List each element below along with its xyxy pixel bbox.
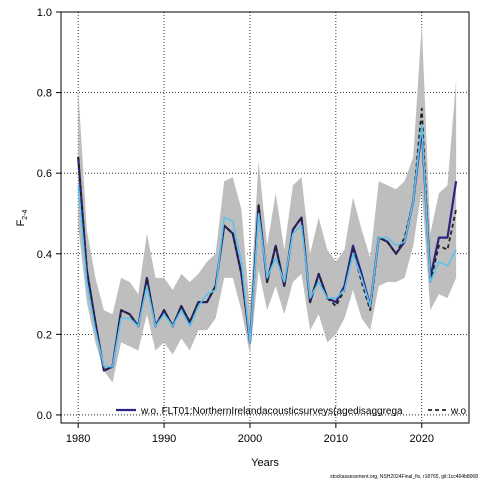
x-tick-label: 2020	[410, 433, 434, 445]
y-tick-label: 0.0	[37, 410, 52, 422]
confidence-band-layer	[78, 24, 457, 383]
legend-label-1: w.o	[450, 406, 466, 417]
y-tick-label: 0.2	[37, 329, 52, 341]
x-tick-label: 1980	[66, 433, 90, 445]
y-axis-label-main: F	[15, 219, 27, 226]
series-line-2	[77, 124, 457, 368]
y-axis-label-sub: 2-4	[22, 209, 29, 219]
x-tick-label: 1990	[152, 433, 176, 445]
plot-frame	[60, 11, 470, 424]
x-tick-label: 2000	[238, 433, 262, 445]
series-lines-layer	[77, 107, 458, 372]
svg-text:F2-4: F2-4	[15, 209, 29, 226]
y-tick-label: 0.6	[37, 168, 52, 180]
legend-layer: w.o. FLT01:NorthernIrelandacousticsurvey…	[116, 406, 466, 417]
x-tick-label: 2010	[324, 433, 348, 445]
y-tick-label: 1.0	[37, 7, 52, 19]
footer-note: stockassessment.org, NSH2024Final_fix, r…	[330, 474, 478, 480]
x-axis-label: Years	[251, 457, 279, 469]
y-axis-label: F2-4	[15, 209, 29, 226]
axes-layer: 1980 1990 2000 2010 2020 0.0 0.2 0.4 0.6 0.8 1.0	[37, 7, 470, 445]
y-tick-label: 0.4	[37, 249, 52, 261]
y-tick-label: 0.8	[37, 88, 52, 100]
legend-label-0: w.o. FLT01:NorthernIrelandacousticsurvey…	[140, 406, 403, 417]
confidence-band	[78, 24, 457, 383]
